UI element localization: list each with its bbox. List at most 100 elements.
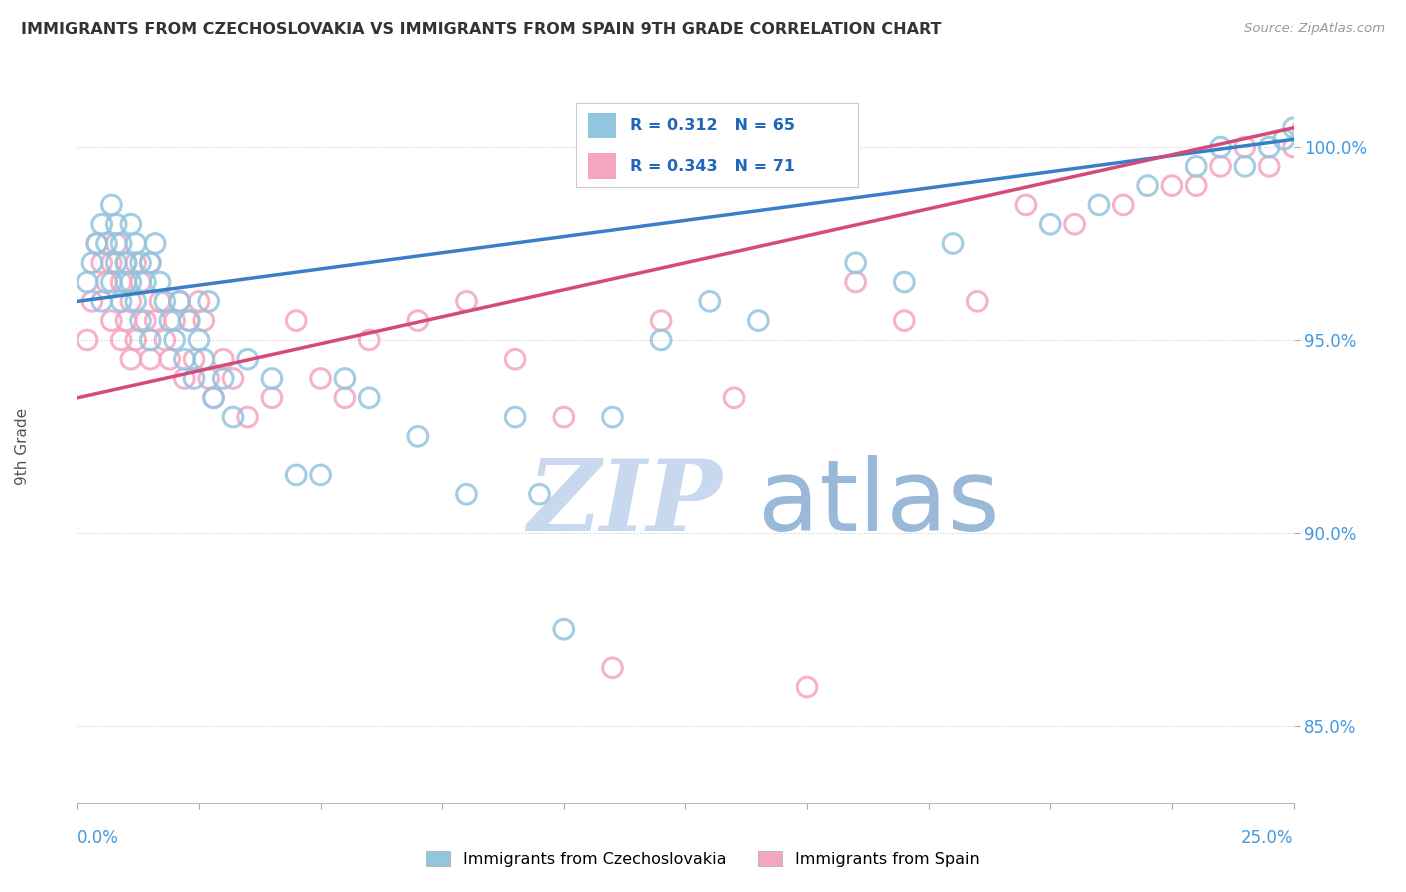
Point: [188, 294, 211, 309]
Point: [796, 680, 818, 694]
Point: [163, 313, 186, 327]
Point: [105, 256, 128, 270]
Point: [110, 294, 132, 309]
Point: [153, 333, 176, 347]
Point: [1282, 120, 1305, 135]
Point: [120, 294, 142, 309]
Point: [1292, 120, 1315, 135]
Point: [1185, 159, 1208, 173]
Point: [169, 294, 191, 309]
Point: [212, 371, 235, 385]
Point: [359, 391, 381, 405]
Point: [1272, 132, 1295, 146]
Point: [503, 352, 526, 367]
Point: [159, 352, 181, 367]
Point: [153, 294, 176, 309]
Point: [115, 313, 138, 327]
Point: [179, 313, 201, 327]
Point: [110, 333, 132, 347]
Point: [1209, 159, 1232, 173]
Point: [105, 236, 128, 251]
Point: [202, 391, 225, 405]
Point: [893, 313, 915, 327]
Point: [96, 275, 118, 289]
Point: [406, 313, 429, 327]
Point: [723, 391, 745, 405]
Point: [202, 391, 225, 405]
Point: [285, 467, 308, 482]
Point: [893, 275, 915, 289]
Point: [115, 275, 138, 289]
Point: [139, 352, 162, 367]
Point: [143, 236, 166, 251]
Point: [260, 391, 283, 405]
Point: [1258, 159, 1281, 173]
Point: [197, 371, 219, 385]
Point: [1209, 140, 1232, 154]
Point: [650, 313, 672, 327]
Point: [110, 236, 132, 251]
Point: [966, 294, 988, 309]
Point: [100, 313, 122, 327]
Point: [86, 236, 108, 251]
Point: [1355, 132, 1378, 146]
Point: [183, 371, 205, 385]
Point: [1136, 178, 1159, 193]
Point: [139, 256, 162, 270]
Point: [1282, 140, 1305, 154]
Point: [139, 333, 162, 347]
Point: [96, 236, 118, 251]
Point: [100, 198, 122, 212]
Point: [747, 313, 769, 327]
Point: [129, 275, 152, 289]
Point: [309, 467, 332, 482]
Point: [76, 275, 98, 289]
Point: [222, 371, 245, 385]
Point: [125, 256, 148, 270]
Point: [1039, 217, 1062, 231]
Point: [1233, 140, 1256, 154]
Point: [553, 622, 575, 636]
Point: [503, 410, 526, 425]
Point: [699, 294, 721, 309]
Point: [456, 487, 478, 501]
Point: [125, 333, 148, 347]
Point: [942, 236, 965, 251]
Point: [149, 294, 172, 309]
Point: [236, 352, 259, 367]
Point: [1306, 159, 1329, 173]
Point: [359, 333, 381, 347]
Legend: Immigrants from Czechoslovakia, Immigrants from Spain: Immigrants from Czechoslovakia, Immigran…: [418, 844, 988, 875]
Point: [173, 352, 195, 367]
Point: [100, 275, 122, 289]
Text: ZIP: ZIP: [527, 455, 723, 551]
Point: [90, 256, 112, 270]
Point: [1233, 159, 1256, 173]
Point: [845, 275, 868, 289]
Point: [197, 294, 219, 309]
Point: [115, 256, 138, 270]
Point: [120, 217, 142, 231]
Point: [159, 313, 181, 327]
Point: [86, 236, 108, 251]
Text: atlas: atlas: [758, 455, 1000, 551]
Point: [90, 294, 112, 309]
Point: [115, 256, 138, 270]
Point: [260, 371, 283, 385]
Text: R = 0.343   N = 71: R = 0.343 N = 71: [630, 159, 794, 174]
Point: [845, 256, 868, 270]
Point: [222, 410, 245, 425]
Point: [650, 333, 672, 347]
Point: [76, 333, 98, 347]
Point: [193, 313, 215, 327]
Point: [143, 313, 166, 327]
Point: [1063, 217, 1085, 231]
Point: [333, 391, 356, 405]
Point: [179, 313, 201, 327]
Point: [1185, 178, 1208, 193]
Point: [134, 275, 156, 289]
Point: [1379, 120, 1402, 135]
Point: [333, 371, 356, 385]
Point: [236, 410, 259, 425]
Point: [529, 487, 551, 501]
